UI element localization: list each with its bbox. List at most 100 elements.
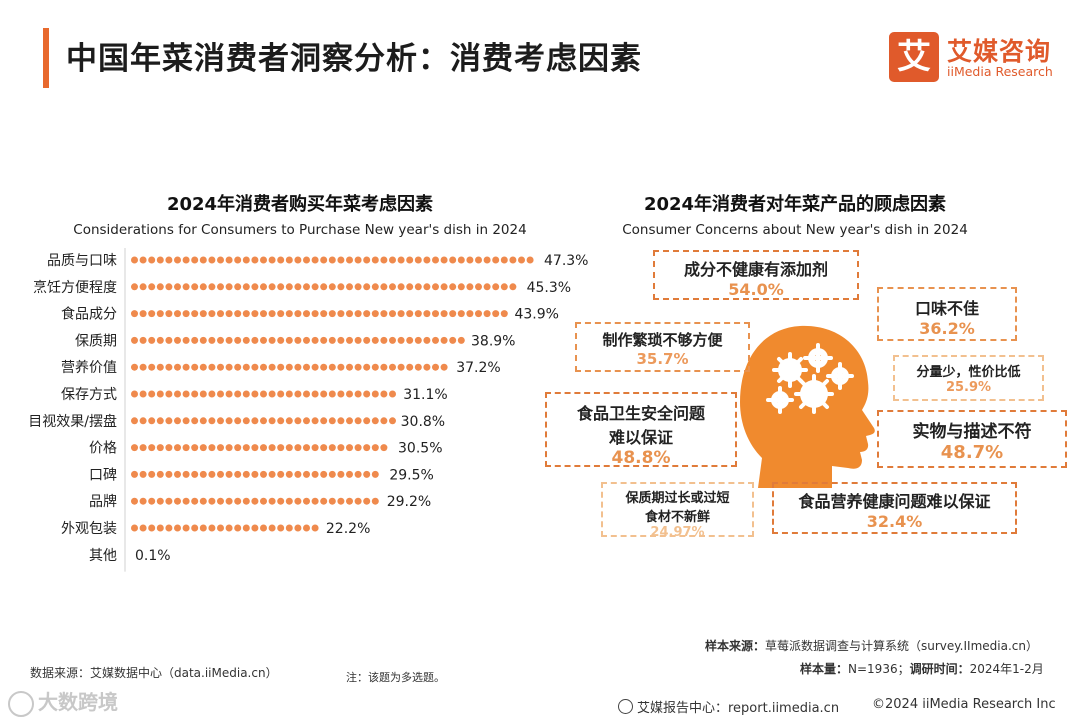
bar-dot <box>371 390 379 398</box>
bar-dot <box>165 390 173 398</box>
bar-dot <box>320 256 328 264</box>
bar-dot <box>148 417 156 425</box>
bar-dot <box>251 336 259 344</box>
value-label: 45.3% <box>527 280 571 296</box>
concern-mismatch-box: 实物与描述不符 48.7% <box>877 410 1067 468</box>
bar-dot <box>139 256 147 264</box>
bar-dot <box>131 336 138 344</box>
concern-taste-box: 口味不佳 36.2% <box>877 287 1017 341</box>
bar-dot <box>131 444 138 452</box>
bar-dot <box>277 417 285 425</box>
bar-dot <box>260 363 267 371</box>
bar-dot <box>234 470 242 478</box>
bar-dot <box>165 524 173 532</box>
bar-dot <box>208 444 216 452</box>
bar-dot <box>268 417 276 425</box>
bar-dot <box>165 444 173 452</box>
bar-dot <box>320 336 328 344</box>
bar-dot <box>139 363 147 371</box>
bar-row: 品牌 29.2% <box>89 493 431 510</box>
bar-dot <box>208 497 216 505</box>
bar-dot <box>449 283 457 291</box>
bar-dot <box>423 256 431 264</box>
bar-dot <box>346 417 353 425</box>
title-accent-bar <box>43 28 49 88</box>
bar-dot <box>277 470 285 478</box>
concern-portion-value: 25.9% <box>945 380 992 395</box>
bar-dot <box>242 363 250 371</box>
bar-dot <box>380 390 388 398</box>
bar-dot <box>346 470 353 478</box>
report-center[interactable]: 艾媒报告中心：report.iimedia.cn <box>618 697 839 716</box>
bar-dot <box>199 336 207 344</box>
bar-dot <box>303 444 310 452</box>
sample-source: 样本来源：草莓派数据调查与计算系统（survey.IImedia.cn） <box>705 639 1038 653</box>
bar-dot <box>251 310 259 318</box>
bar-dot <box>165 497 173 505</box>
bar-dot <box>156 417 164 425</box>
bar-dot <box>389 336 396 344</box>
bar-dot <box>397 336 405 344</box>
bar-dot <box>191 417 199 425</box>
bar-dot <box>337 336 345 344</box>
bar-dot <box>174 256 181 264</box>
bar-dot <box>337 417 345 425</box>
bar-dot <box>242 524 250 532</box>
bar-dot <box>225 310 233 318</box>
bar-dot <box>466 283 474 291</box>
bar-dot <box>268 256 276 264</box>
bar-dot <box>131 256 138 264</box>
bar-dot <box>251 444 259 452</box>
bar-dot <box>337 310 345 318</box>
bar-dot <box>199 390 207 398</box>
bar-dot <box>148 497 156 505</box>
bar-dot <box>320 390 328 398</box>
left-chart-subtitle: Considerations for Consumers to Purchase… <box>73 222 527 238</box>
bar-dot <box>311 417 319 425</box>
bar-dot <box>251 256 259 264</box>
bar-dot <box>234 444 242 452</box>
bar-dot <box>217 256 224 264</box>
bar-dot <box>242 417 250 425</box>
bar-dot <box>432 310 439 318</box>
bar-dot <box>294 336 302 344</box>
bar-dot <box>182 497 190 505</box>
bar-dot <box>363 336 371 344</box>
concern-cumbersome-value: 35.7% <box>636 350 689 368</box>
bar-dot <box>268 283 276 291</box>
bar-dot <box>208 310 216 318</box>
bar-dot <box>354 497 362 505</box>
bar-dot <box>217 336 224 344</box>
bar-dot <box>199 470 207 478</box>
category-label: 食品成分 <box>61 306 117 323</box>
bar-dot <box>191 363 199 371</box>
bar-dot <box>268 363 276 371</box>
bar-dot <box>449 310 457 318</box>
bar-dot <box>397 310 405 318</box>
concern-additives-box: 成分不健康有添加剂 54.0% <box>653 250 859 300</box>
bar-dot <box>260 524 267 532</box>
bar-dot <box>380 444 388 452</box>
bar-dot <box>328 444 336 452</box>
bar-dot <box>294 417 302 425</box>
bar-dot <box>260 390 267 398</box>
bar-dot <box>311 363 319 371</box>
bar-dot <box>182 417 190 425</box>
bar-dot <box>337 390 345 398</box>
bar-dot <box>182 390 190 398</box>
bar-dot <box>371 283 379 291</box>
bar-dot <box>346 444 353 452</box>
concern-nutrition-label: 食品营养健康问题难以保证 <box>798 492 991 511</box>
bar-dot <box>380 283 388 291</box>
concern-additives-value: 54.0% <box>728 280 784 299</box>
bar-dot <box>371 417 379 425</box>
bar-dot <box>217 497 224 505</box>
bar-dot <box>277 497 285 505</box>
left-chart-title: 2024年消费者购买年菜考虑因素 <box>166 194 434 215</box>
bar-dot <box>320 310 328 318</box>
bar-dot <box>191 444 199 452</box>
bar-row: 保存方式 31.1% <box>61 387 448 403</box>
bar-dot <box>182 283 190 291</box>
bar-dot <box>320 470 328 478</box>
logo-mark: 艾 <box>889 32 939 82</box>
